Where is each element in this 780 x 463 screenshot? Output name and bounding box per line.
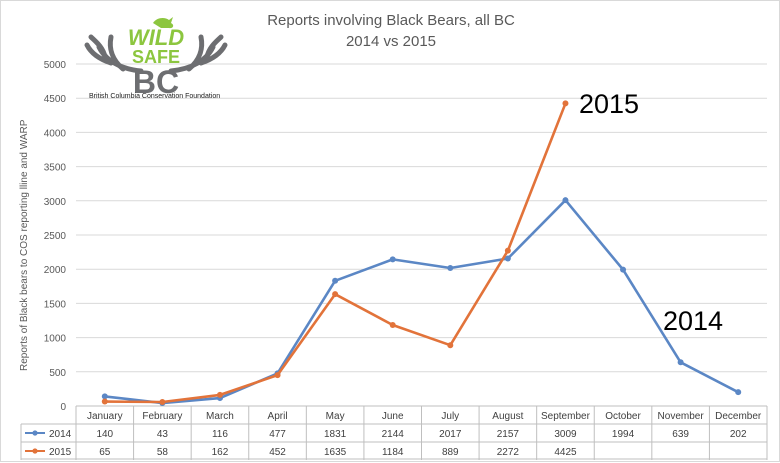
y-tick-label: 2500 [44,231,67,242]
x-tick-label: December [715,411,762,422]
data-point-2015 [159,399,166,406]
data-point-2014 [562,197,569,204]
logo-bc-text: BC [133,64,179,100]
table-value: 1831 [324,429,347,440]
table-value: 202 [730,429,747,440]
y-tick-label: 500 [49,368,66,379]
table-value: 1994 [612,429,635,440]
legend-label: 2014 [49,429,72,440]
y-tick-label: 0 [60,402,66,413]
data-point-2015 [332,291,339,298]
data-point-2014 [504,255,511,262]
y-tick-label: 5000 [44,60,67,71]
y-tick-label: 4500 [44,94,67,105]
table-value: 1184 [382,447,404,458]
y-tick-label: 3500 [44,163,67,174]
x-tick-label: June [382,411,404,422]
logo-wild-text: WILD [128,25,184,50]
wildsafebc-logo: WILD SAFE BC [81,11,231,103]
table-value: 3009 [554,429,577,440]
data-point-2015 [504,247,511,254]
chart-subtitle: 2014 vs 2015 [345,33,437,50]
x-tick-label: May [326,411,345,422]
data-point-2014 [620,266,627,273]
table-value: 116 [212,429,228,440]
data-point-2015 [216,391,223,398]
data-point-2014 [677,359,684,366]
table-value: 2017 [439,429,462,440]
data-point-2014 [735,389,742,396]
series-annotation-2015: 2015 [579,89,640,119]
table-value: 2157 [497,429,520,440]
table-value: 43 [157,429,169,440]
table-value: 1635 [324,447,347,458]
chart-title: Reports involving Black Bears, all BC [267,12,515,29]
x-tick-label: February [142,411,182,422]
data-point-2014 [332,277,339,284]
data-point-2014 [447,265,454,272]
x-tick-label: October [605,411,641,422]
data-point-2014 [389,256,396,263]
legend-label: 2015 [49,447,72,458]
y-tick-label: 2000 [44,265,67,276]
table-value: 639 [672,429,689,440]
series-annotation-2014: 2014 [663,306,724,336]
series-line-2014 [104,198,739,405]
x-tick-label: April [268,411,288,422]
table-value: 477 [269,429,286,440]
x-tick-label: September [541,411,591,422]
data-point-2015 [562,100,569,107]
table-value: 889 [442,447,459,458]
y-tick-label: 3000 [44,197,67,208]
table-value: 162 [212,447,229,458]
data-point-2015 [101,398,108,405]
table-value: 2144 [382,429,405,440]
y-axis-label: Reports of Black bears to COS reporting … [19,119,30,371]
data-point-2014 [101,393,108,400]
y-tick-label: 1000 [44,334,67,345]
table-value: 65 [99,447,111,458]
x-tick-label: January [87,411,123,422]
table-value: 4425 [554,447,577,458]
table-value: 58 [157,447,169,458]
logo-caption: British Columbia Conservation Foundation [89,93,221,100]
table-value: 140 [96,429,113,440]
legend-swatch-marker [32,448,38,454]
table-value: 452 [269,447,286,458]
x-tick-label: November [658,411,705,422]
series-line-2015 [104,102,567,404]
data-point-2015 [274,372,281,379]
data-point-2015 [447,342,454,349]
x-tick-label: August [492,411,523,422]
y-tick-label: 1500 [44,299,67,310]
x-tick-label: July [441,411,459,422]
legend-swatch-marker [32,430,38,436]
table-value: 2272 [497,447,520,458]
data-point-2015 [389,322,396,329]
x-tick-label: March [206,411,234,422]
logo-safe-text: SAFE [132,47,180,67]
y-tick-label: 4000 [44,128,67,139]
